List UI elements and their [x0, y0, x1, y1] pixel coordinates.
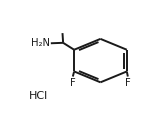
Text: H₂N: H₂N: [31, 38, 50, 48]
Text: F: F: [125, 78, 131, 88]
Text: HCl: HCl: [29, 91, 49, 101]
Text: F: F: [70, 78, 76, 88]
